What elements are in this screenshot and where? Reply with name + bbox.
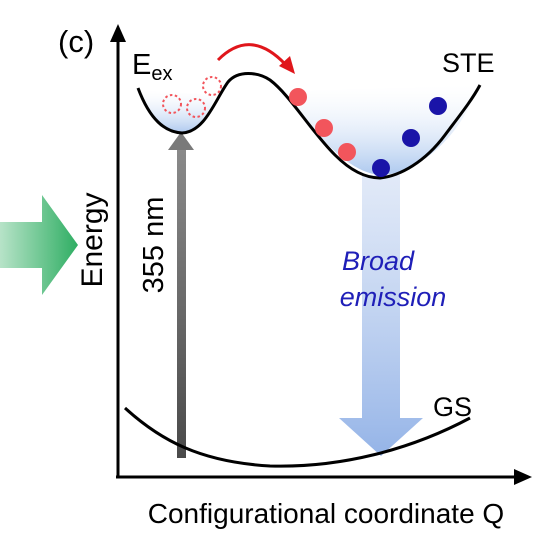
hot-carrier-3 xyxy=(202,76,222,96)
excitation-wavelength-label: 355 nm xyxy=(138,197,170,294)
gs-label: GS xyxy=(433,392,472,422)
excitation-arrow-shaft xyxy=(177,148,186,458)
carrier-red-2 xyxy=(315,119,333,137)
excitation-arrow-head xyxy=(168,132,194,150)
emission-label-line1: Broad xyxy=(342,246,415,276)
emission-band-arrow xyxy=(339,175,423,456)
carrier-blue-2 xyxy=(402,129,420,147)
carrier-red-3 xyxy=(338,143,356,161)
hot-carrier-1 xyxy=(162,94,182,114)
excited-well-shading xyxy=(138,90,215,133)
excited-state-curve xyxy=(136,72,482,180)
emission-label-line2: emission xyxy=(340,282,447,312)
y-axis-label: Energy xyxy=(76,192,109,287)
y-axis-arrowhead xyxy=(110,24,126,42)
ste-label: STE xyxy=(442,48,495,78)
x-axis-label: Configurational coordinate Q xyxy=(148,498,504,529)
excited-state-label: Eex xyxy=(132,49,172,85)
carrier-blue-3 xyxy=(429,97,447,115)
panel-label: (c) xyxy=(58,24,94,59)
hop-arrow-head xyxy=(279,56,295,74)
previous-panel-arrow xyxy=(0,195,78,295)
excited-state-subscript: ex xyxy=(151,63,172,85)
excited-state-symbol: E xyxy=(132,49,151,81)
hop-arrow xyxy=(216,43,287,66)
ground-state-curve xyxy=(123,406,471,468)
carrier-blue-1 xyxy=(372,159,390,177)
x-axis-arrowhead xyxy=(514,469,532,485)
hot-carrier-2 xyxy=(186,98,206,118)
carrier-red-1 xyxy=(289,88,307,106)
